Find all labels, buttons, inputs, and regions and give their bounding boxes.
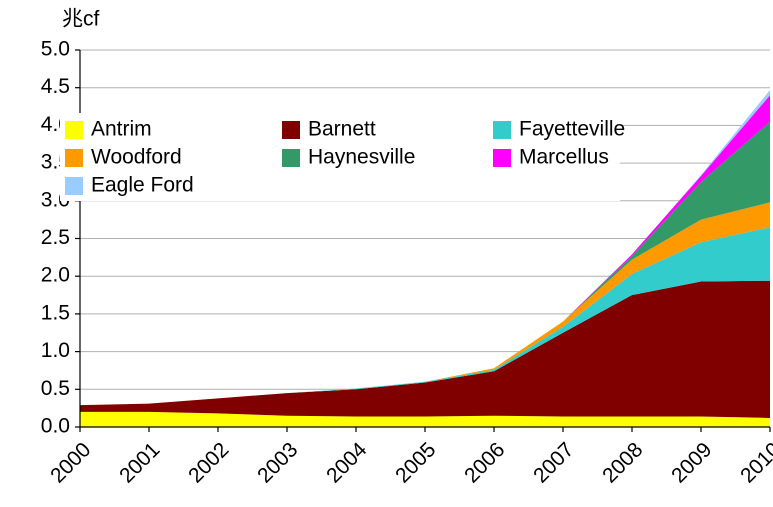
legend-swatch [282, 121, 300, 139]
y-tick-label: 5.0 [41, 38, 70, 61]
y-tick-label: 2.0 [41, 264, 70, 287]
y-tick-label: 1.5 [41, 301, 70, 324]
legend-label: Haynesville [308, 146, 415, 169]
legend-label: Antrim [91, 118, 152, 141]
area [80, 202, 770, 406]
legend-label: Barnett [308, 118, 376, 141]
area [80, 411, 770, 427]
legend-label: Fayetteville [519, 118, 625, 141]
y-tick-label: 0.5 [41, 377, 70, 400]
x-tick-label: 2001 [115, 438, 164, 487]
legend-label: Eagle Ford [91, 174, 194, 197]
x-tick-label: 2003 [253, 438, 302, 487]
legend-swatch [65, 177, 83, 195]
x-tick-label: 2007 [529, 438, 578, 487]
x-tick-label: 2009 [667, 438, 716, 487]
area [80, 227, 770, 406]
area [80, 280, 770, 418]
x-tick-label: 2010 [736, 438, 773, 487]
legend-swatch [493, 149, 511, 167]
x-tick-label: 2002 [184, 438, 233, 487]
legend-swatch [493, 121, 511, 139]
area-layer [80, 89, 770, 427]
legend: Antrim Barnett Fayetteville Woodford Haynesv… [60, 113, 625, 201]
x-tick-label: 2000 [46, 438, 95, 487]
x-tick-label: 2004 [322, 438, 372, 488]
x-tick-label: 2008 [598, 438, 647, 487]
legend-swatch [282, 149, 300, 167]
legend-background [60, 113, 620, 201]
legend-swatch [65, 121, 83, 139]
y-tick-label: 4.5 [41, 75, 70, 98]
y-tick-label: 1.0 [41, 339, 70, 362]
legend-swatch [65, 149, 83, 167]
legend-label: Woodford [91, 146, 182, 169]
y-tick-label: 2.5 [41, 226, 70, 249]
legend-label: Marcellus [519, 146, 609, 169]
x-tick-label: 2005 [391, 438, 440, 487]
y-tick-label: 0.0 [41, 415, 70, 438]
x-tick-label: 2006 [460, 438, 509, 487]
y-axis-label: 兆cf [62, 8, 99, 31]
